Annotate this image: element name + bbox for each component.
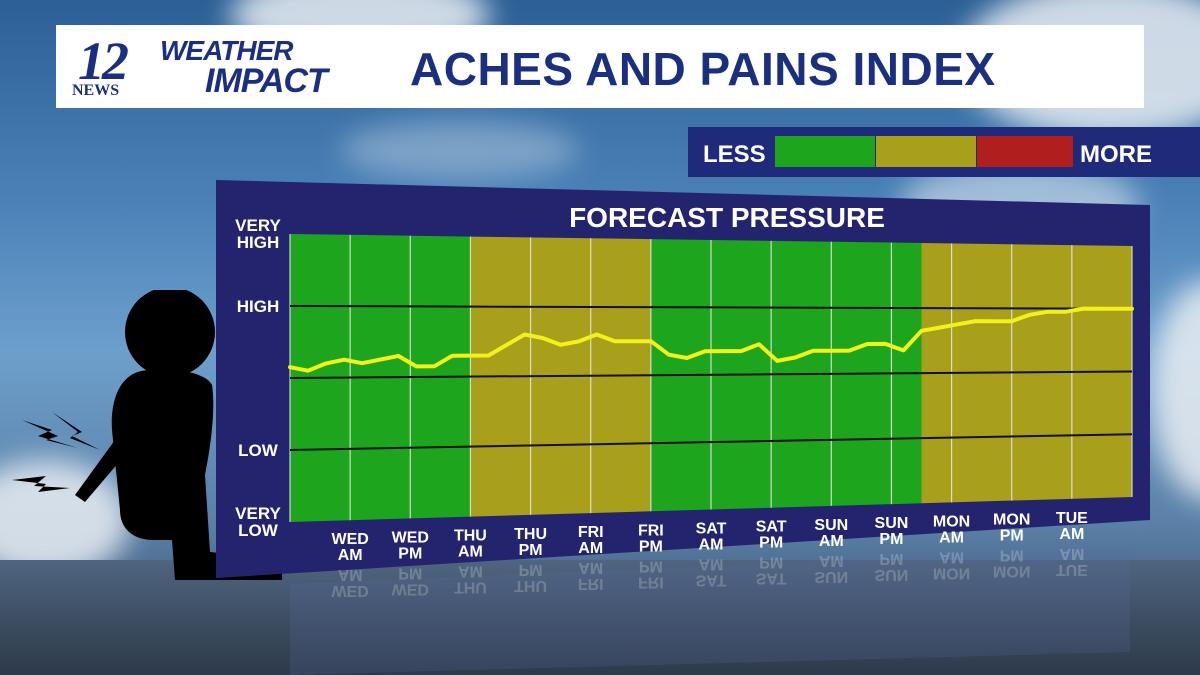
y-axis-tick-label: LOW bbox=[238, 441, 279, 460]
x-axis-tick-label: MON AM bbox=[933, 513, 970, 546]
legend-less-label: LESS bbox=[703, 141, 766, 168]
x-axis-tick-label: SAT PM bbox=[756, 519, 787, 552]
x-axis-tick-label: TUE AM bbox=[1056, 510, 1088, 543]
y-axis-tick-label: VERY LOW bbox=[235, 504, 281, 540]
x-axis-tick-label: SAT AM bbox=[696, 521, 727, 554]
x-axis-tick-label-reflection: SATAM bbox=[696, 556, 727, 589]
person-in-pain-icon bbox=[12, 290, 282, 580]
x-axis-tick-label-reflection: SATPM bbox=[756, 554, 787, 587]
header-bar bbox=[56, 25, 1144, 108]
x-axis-tick-label: SUN PM bbox=[875, 515, 909, 548]
x-axis-tick-label-reflection: WEDAM bbox=[331, 566, 368, 599]
x-axis-tick-label-reflection: SUNAM bbox=[814, 552, 848, 585]
cloud bbox=[340, 120, 580, 180]
x-axis-tick-label-reflection: TUEAM bbox=[1056, 545, 1088, 578]
y-axis-tick-label: VERY HIGH bbox=[235, 216, 281, 252]
logo-impact-text: IMPACT bbox=[205, 62, 328, 100]
x-axis-tick-label-reflection: FRIPM bbox=[638, 557, 664, 590]
station-logo-number: 12 bbox=[78, 31, 129, 91]
chart-reference-line bbox=[289, 305, 1133, 310]
chart-title: FORECAST PRESSURE bbox=[569, 202, 885, 233]
chart-reference-line bbox=[289, 370, 1133, 379]
pressure-line bbox=[288, 306, 1134, 373]
x-axis-tick-label: THU PM bbox=[514, 526, 547, 559]
x-axis-tick-label: THU AM bbox=[454, 528, 487, 561]
logo-weather-text: WEATHER bbox=[160, 35, 293, 66]
x-axis-tick-label-reflection: THUAM bbox=[454, 563, 487, 596]
y-axis-tick-label: HIGH bbox=[237, 297, 280, 316]
x-axis-tick-label: WED PM bbox=[392, 529, 429, 562]
x-axis-tick-label: FRI AM bbox=[578, 524, 604, 557]
legend-swatch-moderate bbox=[876, 136, 976, 167]
x-axis-tick-label-reflection: FRIAM bbox=[578, 559, 604, 592]
x-axis-tick-label: MON PM bbox=[993, 512, 1030, 545]
x-axis-tick-label-reflection: THUPM bbox=[514, 561, 547, 594]
x-axis-tick-label-reflection: MONAM bbox=[933, 548, 970, 581]
x-axis-tick-label-reflection: SUNPM bbox=[875, 550, 909, 583]
x-axis-tick-label: SUN AM bbox=[814, 517, 848, 550]
chart-reflection: WEDAM WEDPM THUAM THUPM FRIAM FRIPM SATAM SATPM… bbox=[290, 545, 1130, 675]
station-logo-news: NEWS bbox=[72, 82, 120, 99]
x-axis-tick-label: WED AM bbox=[331, 531, 368, 564]
x-axis-tick-label: FRI PM bbox=[638, 522, 664, 555]
legend-swatch-less bbox=[775, 136, 875, 167]
page-title: ACHES AND PAINS INDEX bbox=[410, 43, 996, 95]
x-axis-tick-label-reflection: MONPM bbox=[993, 547, 1030, 580]
legend-swatch-more bbox=[977, 136, 1073, 167]
x-axis-tick-label-reflection: WEDPM bbox=[392, 564, 429, 597]
legend-more-label: MORE bbox=[1080, 141, 1152, 168]
chart-reference-line bbox=[289, 433, 1133, 451]
